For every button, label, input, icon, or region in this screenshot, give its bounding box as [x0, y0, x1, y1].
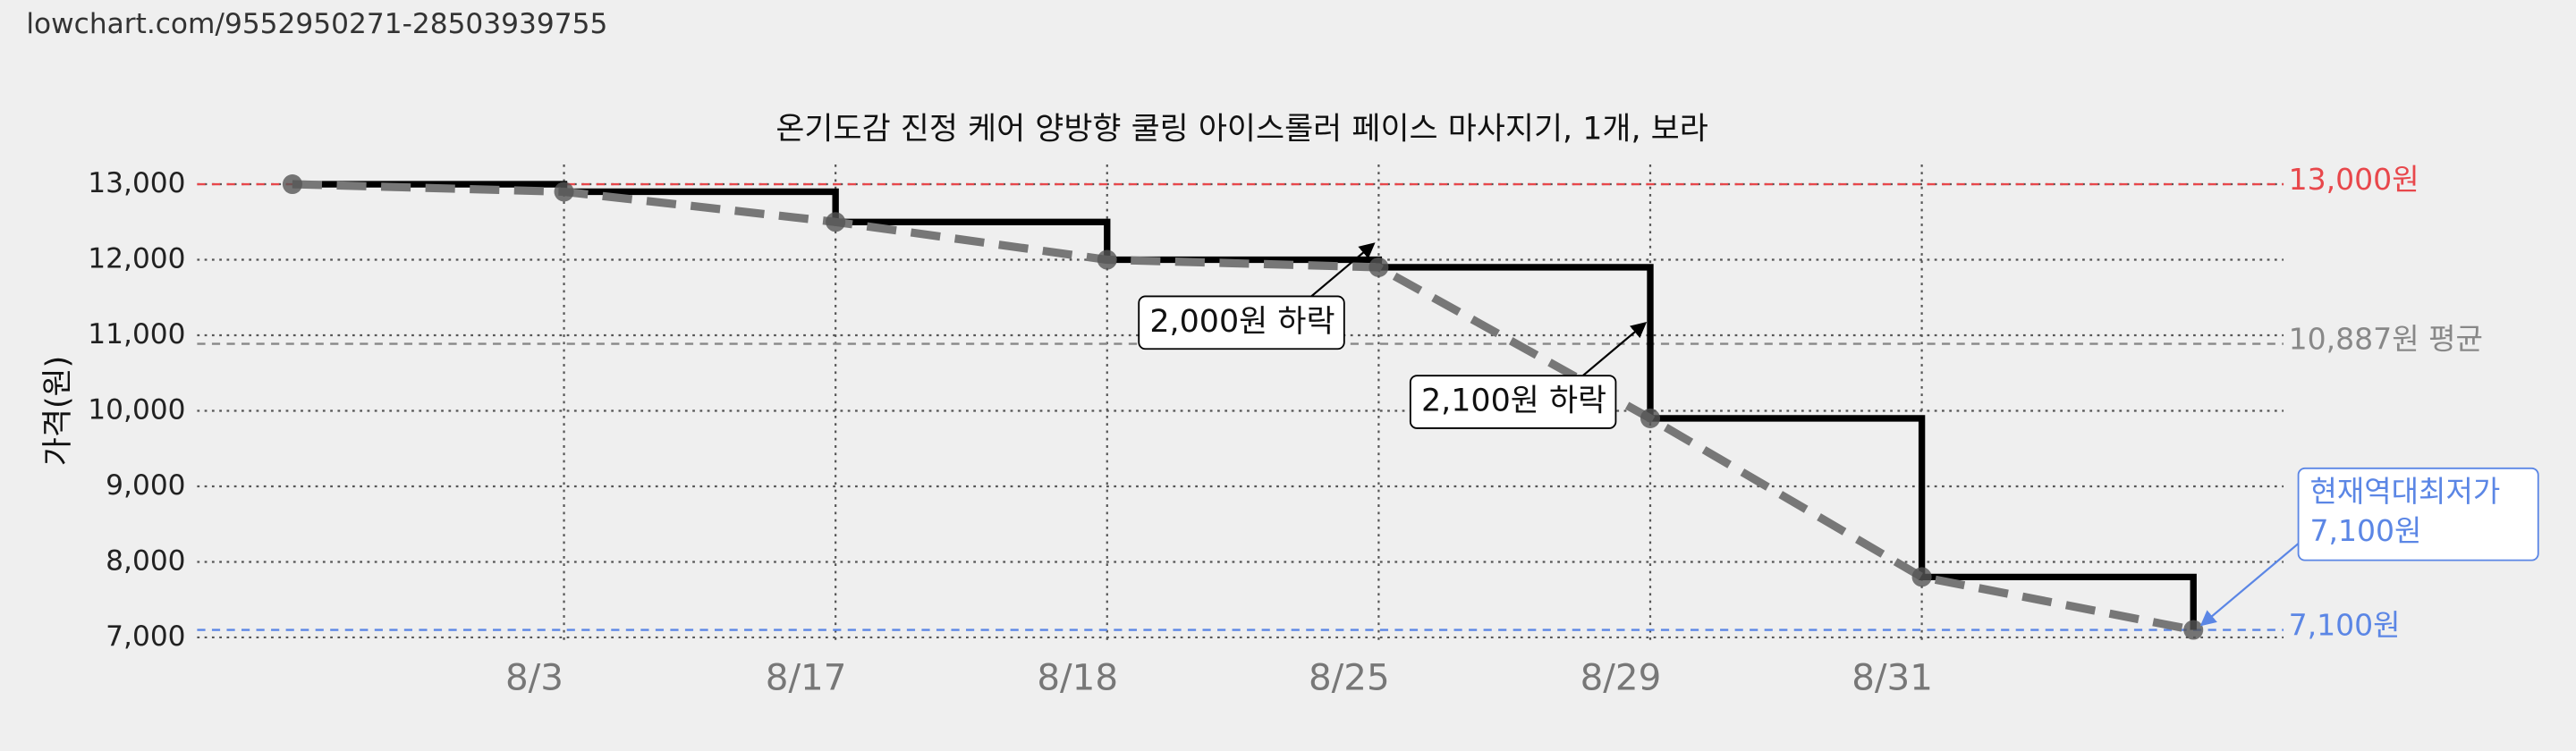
reference-label: 13,000원 [2289, 162, 2419, 197]
point [1911, 567, 1932, 587]
callout-box [2297, 467, 2539, 561]
x-tick-label: 8/29 [1580, 656, 1662, 699]
y-tick-label: 7,000 [106, 620, 185, 653]
callout-text: 7,100원 [2309, 513, 2421, 548]
trend-line [292, 180, 2195, 635]
annotation-box [1409, 375, 1617, 429]
reference-label: 10,887원 평균 [2289, 321, 2483, 356]
page-url: lowchart.com/9552950271-28503939755 [26, 8, 607, 40]
point [1640, 408, 1661, 428]
point [1097, 249, 1117, 270]
y-tick-label: 11,000 [88, 318, 185, 350]
y-tick-label: 10,000 [88, 393, 185, 426]
callout-arrow [2199, 541, 2301, 627]
annotation-box [1138, 295, 1345, 350]
x-tick-label: 8/18 [1037, 656, 1118, 699]
point [2183, 620, 2204, 640]
annotation-text: 2,000원 하락 [1149, 304, 1335, 340]
annotation-arrow [1581, 321, 1648, 377]
y-axis-label: 가격(원) [40, 356, 76, 466]
point [282, 174, 302, 195]
chart-title: 온기도감 진정 케어 양방향 쿨링 아이스롤러 페이스 마사지기, 1개, 보라 [775, 111, 1708, 147]
y-tick-label: 9,000 [106, 469, 185, 502]
x-tick-label: 8/3 [505, 656, 564, 699]
annotation-arrow [1310, 242, 1376, 298]
annotation-text: 2,100원 하락 [1421, 384, 1606, 419]
point [826, 212, 846, 232]
y-tick-label: 13,000 [88, 167, 185, 199]
point [554, 181, 574, 202]
callout-text: 현재역대최저가 [2309, 474, 2500, 509]
y-tick-label: 8,000 [106, 544, 185, 577]
y-tick-label: 12,000 [88, 243, 185, 275]
x-tick-label: 8/25 [1309, 656, 1390, 699]
point [1368, 257, 1389, 277]
x-tick-label: 8/17 [766, 656, 847, 699]
x-tick-label: 8/31 [1852, 656, 1933, 699]
reference-label: 7,100원 [2289, 607, 2401, 642]
